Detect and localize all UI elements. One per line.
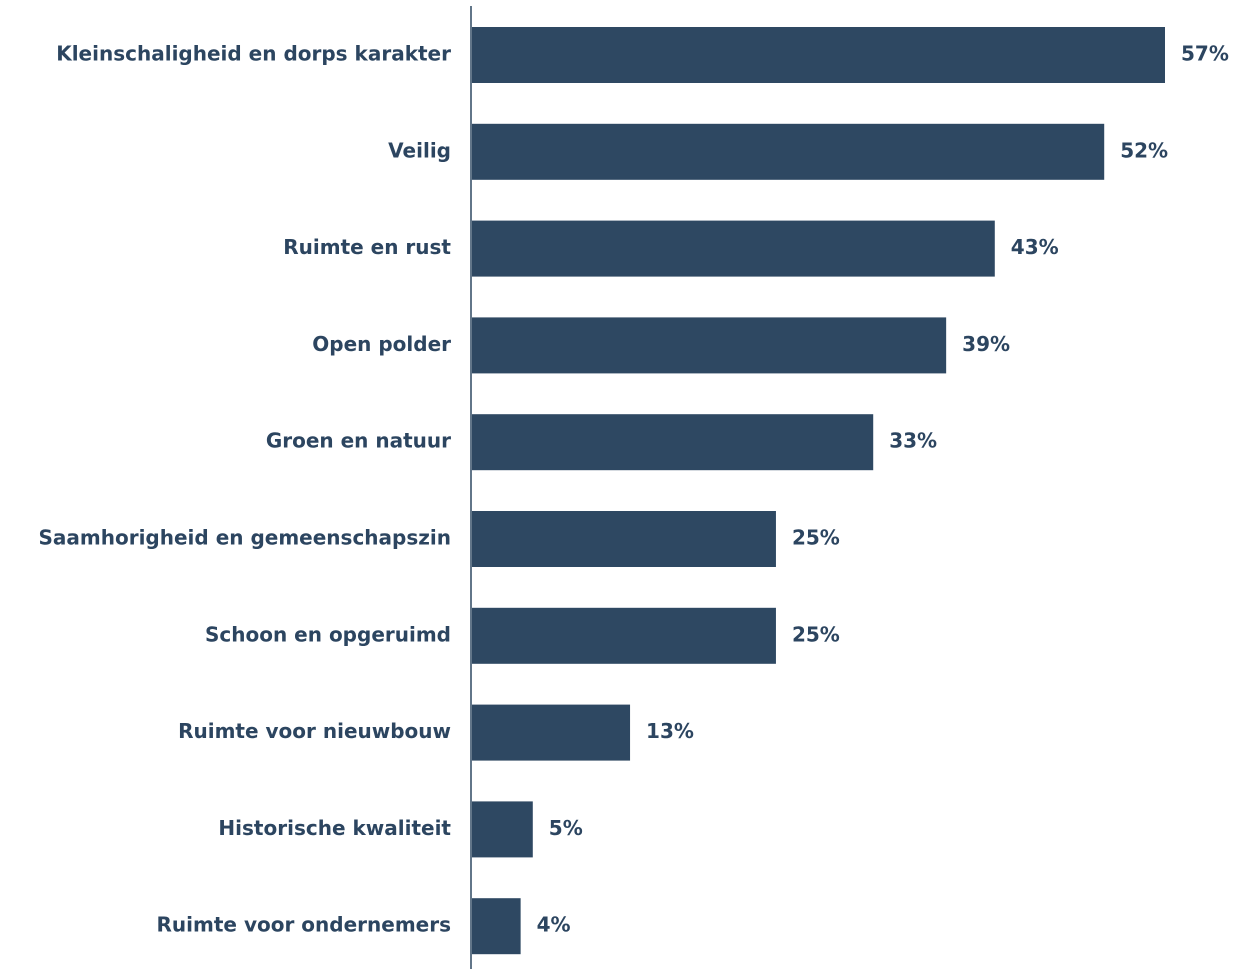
bar-ruimte-voor-ondernemers [472, 898, 521, 955]
bar-veilig [472, 123, 1105, 180]
category-label: Kleinschaligheid en dorps karakter [56, 42, 451, 66]
bar-groen-en-natuur [472, 414, 874, 471]
value-label: 43% [1011, 235, 1059, 259]
category-label: Saamhorigheid en gemeenschapszin [39, 526, 452, 550]
bars [472, 27, 1165, 955]
bar-ruimte-voor-nieuwbouw [472, 704, 631, 761]
bar-ruimte-en-rust [472, 220, 995, 277]
category-label: Historische kwaliteit [218, 816, 451, 840]
bar-schoon-en-opgeruimd [472, 607, 776, 664]
category-label: Open polder [312, 332, 451, 356]
value-label: 5% [549, 816, 583, 840]
value-label: 52% [1120, 138, 1168, 162]
value-label: 4% [537, 913, 571, 937]
value-label: 33% [889, 429, 937, 453]
category-label: Veilig [388, 138, 451, 162]
category-label: Ruimte en rust [283, 235, 451, 259]
value-label: 57% [1181, 42, 1229, 66]
value-label: 13% [646, 719, 694, 743]
value-labels: 57% 52% 43% 39% 33% 25% 25% 13% 5% 4% [537, 42, 1229, 937]
category-label: Ruimte voor nieuwbouw [178, 719, 451, 743]
bar-historische-kwaliteit [472, 801, 533, 858]
category-labels: Kleinschaligheid en dorps karakter Veilig… [39, 42, 452, 937]
category-label: Schoon en opgeruimd [205, 622, 451, 646]
value-label: 25% [792, 622, 840, 646]
bar-open-polder [472, 317, 947, 374]
value-label: 39% [962, 332, 1010, 356]
bar-kleinschaligheid-en-dorps-karakter [472, 27, 1165, 83]
value-label: 25% [792, 526, 840, 550]
bar-saamhorigheid-en-gemeenschapszin [472, 511, 776, 567]
category-label: Ruimte voor ondernemers [157, 913, 451, 937]
category-label: Groen en natuur [266, 429, 451, 453]
